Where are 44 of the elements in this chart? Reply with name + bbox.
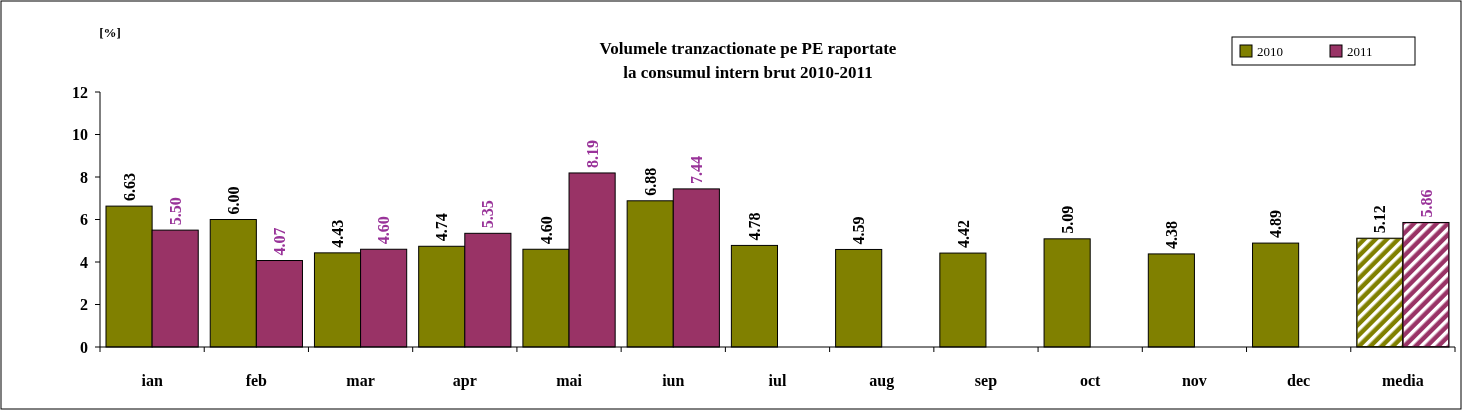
data-label: 4.60 bbox=[375, 216, 393, 245]
data-label: 7.44 bbox=[687, 155, 705, 184]
x-tick-label: aug bbox=[869, 372, 895, 390]
y-tick-label: 10 bbox=[72, 126, 88, 144]
data-label: 5.35 bbox=[479, 200, 497, 229]
data-label: 8.19 bbox=[583, 139, 601, 168]
x-tick-label: dec bbox=[1287, 372, 1311, 389]
data-label: 4.78 bbox=[746, 212, 764, 241]
data-label: 5.50 bbox=[166, 197, 184, 226]
data-label: 4.59 bbox=[850, 216, 868, 245]
x-tick-label: sep bbox=[974, 372, 998, 390]
data-label: 4.60 bbox=[537, 216, 555, 245]
x-tick-label: ian bbox=[141, 372, 163, 389]
data-label: 6.63 bbox=[120, 173, 138, 202]
data-label: 4.74 bbox=[433, 213, 451, 242]
data-label: 6.88 bbox=[641, 167, 659, 196]
y-axis-title: [%] bbox=[99, 25, 121, 40]
data-label: 4.07 bbox=[271, 227, 289, 256]
data-label: 5.12 bbox=[1371, 205, 1389, 234]
data-label: 6.00 bbox=[224, 186, 242, 215]
y-tick-label: 8 bbox=[80, 168, 88, 186]
x-tick-label: feb bbox=[245, 372, 268, 389]
y-tick-label: 2 bbox=[80, 296, 88, 314]
x-tick-label: nov bbox=[1181, 372, 1207, 389]
x-tick-label: iun bbox=[662, 372, 685, 389]
y-tick-label: 12 bbox=[72, 83, 88, 101]
x-tick-label: oct bbox=[1079, 372, 1102, 389]
x-tick-label: mai bbox=[556, 372, 583, 389]
x-tick-label: iul bbox=[768, 372, 787, 389]
data-label: 4.43 bbox=[329, 219, 347, 248]
legend-label: 2011 bbox=[1347, 43, 1373, 59]
data-label: 4.38 bbox=[1162, 220, 1180, 249]
data-label: 4.42 bbox=[954, 220, 972, 249]
data-label: 5.86 bbox=[1417, 189, 1435, 218]
data-label: 5.09 bbox=[1058, 205, 1076, 234]
x-tick-label: mar bbox=[346, 372, 375, 389]
data-label: 4.89 bbox=[1267, 210, 1285, 239]
x-tick-label: apr bbox=[452, 372, 477, 390]
y-tick-label: 0 bbox=[80, 338, 88, 356]
y-tick-label: 6 bbox=[80, 211, 88, 229]
legend-label: 2010 bbox=[1257, 43, 1283, 59]
chart-title: Volumele tranzactionate pe PE raportate la consumul intern brut 2010-2011 bbox=[599, 39, 897, 82]
x-tick-label: media bbox=[1381, 372, 1424, 389]
y-tick-label: 4 bbox=[80, 253, 88, 271]
